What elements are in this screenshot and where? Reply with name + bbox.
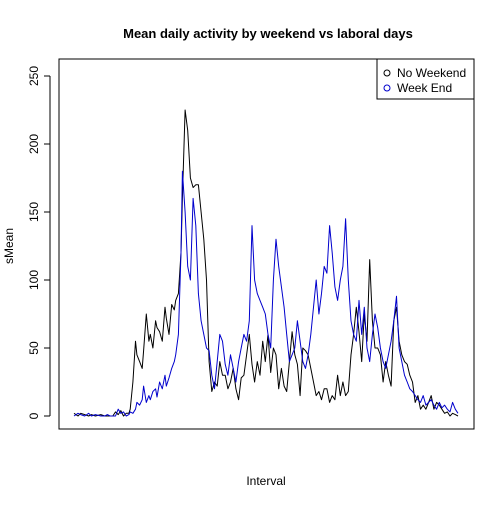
y-tick-label: 200 <box>27 134 41 154</box>
chart-title: Mean daily activity by weekend vs labora… <box>123 26 413 41</box>
legend-entry-label: Week End <box>397 81 452 95</box>
series-line-no-weekend <box>73 109 459 417</box>
y-tick-label: 250 <box>27 66 41 86</box>
y-tick-label: 0 <box>27 412 41 419</box>
series-layer <box>73 109 459 417</box>
plot-frame <box>58 58 475 430</box>
series-line-week-end <box>73 170 459 417</box>
y-axis: 0 50 100 150 200 250 <box>27 66 51 419</box>
legend-entry-label: No Weekend <box>397 66 466 80</box>
y-tick-label: 50 <box>27 341 41 355</box>
legend-symbol <box>383 84 391 92</box>
legend-box <box>376 58 475 100</box>
y-tick-label: 150 <box>27 202 41 222</box>
y-tick-label: 100 <box>27 270 41 290</box>
x-axis-label: Interval <box>246 474 285 488</box>
legend-symbol <box>383 69 391 77</box>
y-axis-label: sMean <box>2 228 16 264</box>
